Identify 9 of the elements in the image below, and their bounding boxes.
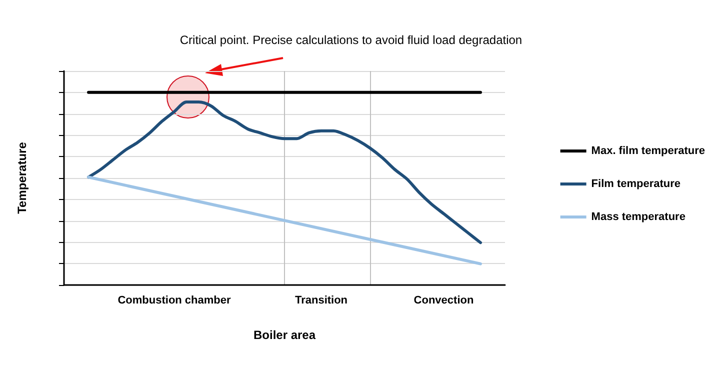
x-tick-label: Transition — [294, 294, 348, 306]
x-tick-label: Combustion chamber — [118, 294, 232, 306]
legend-label: Max. film temperature — [591, 145, 705, 157]
legend-label: Film temperature — [591, 178, 681, 190]
y-axis-title: Temperature — [15, 142, 29, 214]
x-axis-title: Boiler area — [253, 328, 316, 342]
x-tick-label: Convection — [414, 294, 474, 306]
legend-label: Mass temperature — [591, 211, 686, 223]
text: Critical point. Precise calculations to avoid fluid load degradation — [180, 33, 522, 47]
